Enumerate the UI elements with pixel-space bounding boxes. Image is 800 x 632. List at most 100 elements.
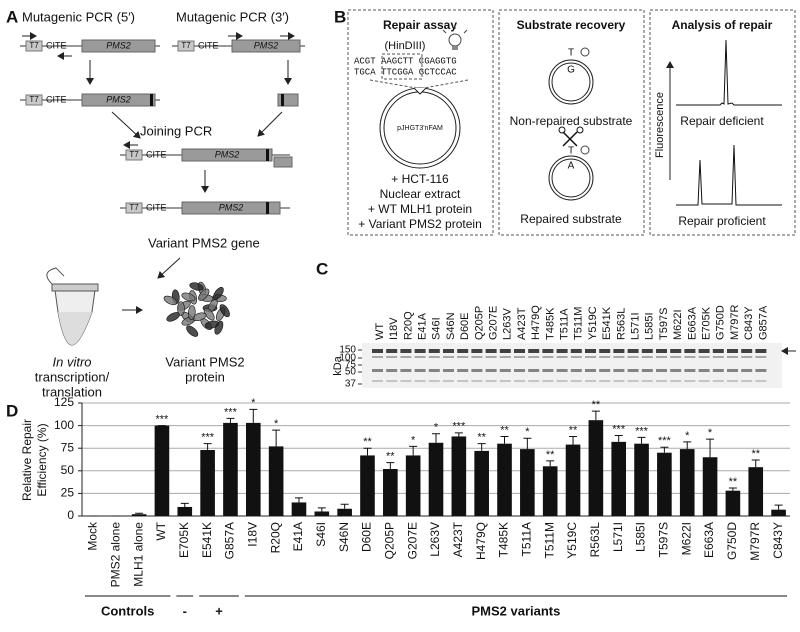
plasmid-name: pJHGT3'nFAM bbox=[397, 125, 443, 132]
protein-structure bbox=[163, 281, 230, 337]
band bbox=[599, 380, 611, 382]
x-tick-label: A423T bbox=[451, 521, 465, 557]
band bbox=[741, 369, 753, 372]
gene-box bbox=[181, 148, 273, 162]
band bbox=[386, 349, 398, 353]
bar bbox=[337, 508, 352, 516]
bar bbox=[154, 425, 170, 516]
y-axis-label: Efficiency (%) bbox=[35, 423, 49, 496]
band bbox=[386, 380, 398, 382]
band bbox=[670, 369, 682, 372]
x-tick-label: L263V bbox=[428, 522, 442, 557]
bulb bbox=[448, 33, 462, 47]
bulb-rays bbox=[442, 25, 468, 34]
x-tick-label: L585I bbox=[634, 522, 648, 552]
helix bbox=[186, 325, 199, 337]
bar bbox=[679, 449, 695, 516]
band bbox=[585, 356, 596, 358]
bar bbox=[405, 455, 421, 516]
y-tick-label: 25 bbox=[61, 486, 75, 500]
band bbox=[684, 369, 696, 372]
site-label: (HinDIII) bbox=[385, 40, 426, 52]
lane-label: L263V bbox=[502, 308, 514, 340]
trace bbox=[676, 144, 782, 206]
lane-label: M622I bbox=[672, 309, 684, 340]
gene-label: PMS2 bbox=[219, 202, 244, 212]
band bbox=[641, 369, 653, 372]
error-bar bbox=[294, 497, 303, 503]
x-tick-label: Q205P bbox=[382, 522, 396, 559]
band bbox=[514, 349, 525, 353]
error-bar bbox=[363, 447, 372, 456]
band bbox=[542, 349, 554, 353]
lane-label: R563L bbox=[615, 308, 627, 340]
band bbox=[485, 349, 497, 353]
tube-liquid bbox=[58, 312, 92, 345]
band bbox=[727, 349, 738, 353]
bulb-base bbox=[452, 46, 458, 50]
significance: ** bbox=[546, 449, 555, 461]
y-tick-label: 75 bbox=[61, 440, 75, 454]
helix bbox=[204, 320, 220, 329]
band bbox=[712, 356, 724, 358]
caption: In vitro bbox=[52, 354, 91, 369]
error-bar bbox=[203, 443, 212, 451]
panel-label: D bbox=[6, 401, 18, 420]
x-tick-label: G857A bbox=[223, 522, 237, 559]
condition: + HCT-116 bbox=[391, 172, 449, 186]
band bbox=[613, 356, 625, 358]
caption: protein bbox=[185, 369, 225, 384]
x-tick-label: D60E bbox=[360, 522, 374, 552]
band bbox=[428, 380, 440, 382]
helix bbox=[189, 282, 204, 291]
error-bar bbox=[706, 438, 715, 458]
significance: *** bbox=[635, 425, 649, 437]
band bbox=[499, 349, 511, 353]
band bbox=[727, 369, 738, 372]
error-bar bbox=[409, 445, 418, 456]
error-bar bbox=[546, 460, 555, 467]
axis-label: kDa bbox=[332, 355, 344, 375]
band bbox=[556, 369, 568, 372]
x-tick-label: E663A bbox=[702, 522, 716, 558]
arrow bbox=[257, 111, 283, 137]
lane-label: G750D bbox=[715, 305, 727, 340]
band bbox=[528, 380, 540, 382]
lane-label: S46N bbox=[445, 312, 457, 340]
panel-label: C bbox=[316, 259, 328, 278]
band bbox=[727, 380, 738, 382]
lane-label: M797R bbox=[729, 304, 741, 340]
band bbox=[514, 356, 525, 358]
significance: *** bbox=[201, 432, 215, 444]
x-tick-label: T511M bbox=[542, 522, 556, 558]
band bbox=[755, 369, 767, 372]
t7-box bbox=[25, 94, 43, 106]
bar bbox=[177, 506, 193, 516]
box-title: Substrate recovery bbox=[517, 18, 626, 32]
band bbox=[570, 356, 582, 358]
band bbox=[386, 356, 398, 358]
band bbox=[443, 349, 454, 353]
band bbox=[471, 369, 483, 372]
cite-label: CITE bbox=[146, 202, 167, 212]
zoom-lines bbox=[369, 79, 469, 89]
tube-cap bbox=[51, 283, 99, 292]
axis-label: Fluorescence bbox=[654, 92, 666, 158]
band bbox=[698, 349, 710, 353]
gene-box bbox=[81, 93, 156, 107]
base: G bbox=[567, 65, 575, 76]
band bbox=[485, 369, 497, 372]
base: T bbox=[568, 146, 574, 157]
condition: Nuclear extract bbox=[380, 187, 461, 201]
tube bbox=[46, 267, 99, 346]
band bbox=[556, 380, 568, 382]
x-tick-label: E41A bbox=[291, 522, 305, 551]
helix bbox=[198, 288, 210, 301]
significance: ** bbox=[751, 448, 760, 460]
t7-label: T7 bbox=[29, 95, 39, 104]
band bbox=[741, 356, 753, 358]
significance: *** bbox=[156, 414, 170, 426]
substrate-circle bbox=[551, 62, 591, 102]
band bbox=[670, 349, 682, 353]
